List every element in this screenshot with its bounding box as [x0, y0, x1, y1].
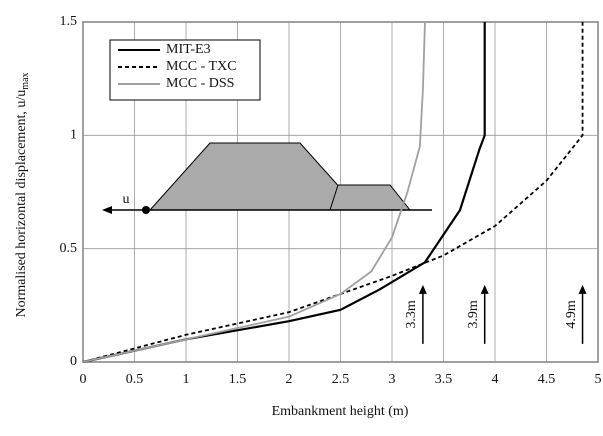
y-tick-label: 0 [70, 354, 77, 369]
y-tick-label: 1 [70, 128, 77, 143]
x-tick-label: 0 [80, 372, 87, 387]
embankment-diagram: u [102, 142, 432, 214]
series-line [82, 22, 486, 364]
x-tick-label: 4.5 [538, 372, 556, 387]
grid [82, 21, 599, 363]
diagram-label: u [123, 192, 130, 207]
x-axis-label: Embankment height (m) [272, 404, 409, 419]
y-axis-label-main: Normalised horizontal displacement, u/u [14, 90, 29, 318]
annotation-arrow-head [480, 284, 489, 294]
x-tick-label: 2 [286, 372, 293, 387]
legend-label: MCC - DSS [166, 76, 234, 91]
legend-label: MCC - TXC [166, 59, 237, 74]
point [142, 206, 150, 214]
y-axis-label: Normalised horizontal displacement, u/um… [14, 72, 31, 317]
annotation-arrow-head [578, 284, 587, 294]
y-axis-label-sub: max [20, 72, 31, 89]
annotation-label: 3.3m [404, 300, 419, 329]
arrow-head [102, 206, 112, 214]
annotation-label: 4.9m [564, 300, 579, 329]
y-tick-label: 1.5 [60, 14, 78, 29]
x-tick-label: 5 [595, 372, 602, 387]
x-tick-label: 3 [389, 372, 396, 387]
legend: MIT-E3 MCC - TXC MCC - DSS [109, 39, 261, 101]
series-line [82, 22, 584, 363]
x-tick-label: 3.5 [435, 372, 453, 387]
x-tick-label: 2.5 [332, 372, 350, 387]
annotation-label: 3.9m [466, 300, 481, 329]
x-tick-label: 0.5 [126, 372, 144, 387]
series-line [82, 21, 426, 363]
annotation-arrow-head [418, 284, 427, 294]
legend-label: MIT-E3 [166, 42, 211, 57]
y-tick-label: 0.5 [60, 241, 78, 256]
x-tick-label: 1.5 [229, 372, 247, 387]
x-tick-label: 1 [183, 372, 190, 387]
x-tick-label: 4 [492, 372, 499, 387]
